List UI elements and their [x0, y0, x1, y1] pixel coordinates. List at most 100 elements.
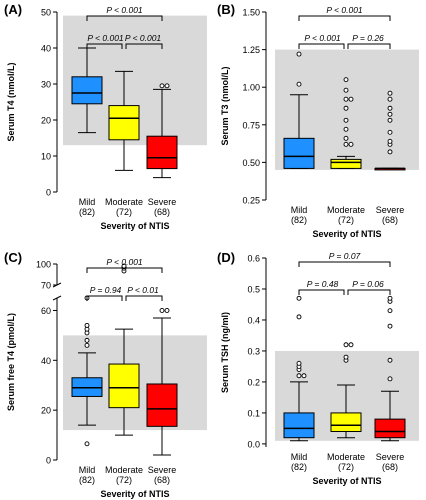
- x-tick-count: (82): [291, 215, 307, 225]
- comparison-bracket: [125, 43, 163, 49]
- outlier-point: [343, 135, 349, 141]
- box-severe: [146, 308, 178, 456]
- outlier-point: [296, 51, 302, 57]
- x-tick-count: (68): [382, 215, 398, 225]
- y-axis-title: Serum T4 (nmol/L): [6, 62, 16, 141]
- comparison-bracket: [125, 295, 163, 301]
- y-tick-label: 0.3: [247, 346, 260, 356]
- y-tick-label: 0.2: [247, 377, 260, 387]
- comparison-p-value: P = 0.26: [352, 33, 384, 43]
- outlier-point: [387, 111, 393, 117]
- comparison-p-value: P = 0.06: [352, 279, 384, 289]
- x-tick-count: (68): [382, 462, 398, 472]
- y-tick-label: 20: [41, 406, 51, 416]
- y-tick-label: 40: [41, 356, 51, 366]
- comparison-bracket: [347, 289, 391, 295]
- x-tick-label: Severe: [148, 197, 177, 207]
- comparison-p-value: P = 0.48: [307, 279, 339, 289]
- y-axis-title: Serum T3 (nmol/L): [220, 66, 230, 145]
- y-tick-label: 30: [41, 80, 51, 90]
- x-tick-count: (82): [79, 207, 95, 217]
- comparison-p-value: P = 0.07: [329, 251, 361, 261]
- x-axis-title: Severity of NTIS: [100, 221, 169, 231]
- outlier-point: [387, 376, 393, 382]
- outlier-point: [387, 357, 393, 363]
- iqr-box: [108, 105, 140, 141]
- x-tick-count: (82): [79, 475, 95, 485]
- comparison-p-value: P < 0.001: [87, 33, 124, 43]
- x-tick-label: Mild: [79, 197, 96, 207]
- outlier-point: [343, 117, 349, 123]
- comparison-p-value: P < 0.001: [106, 5, 143, 15]
- outlier-point: [84, 337, 90, 343]
- y-tick-label: 1.00: [242, 83, 260, 93]
- y-tick-label: 0.6: [247, 254, 260, 264]
- outlier-point: [159, 83, 165, 89]
- x-tick-count: (72): [116, 207, 132, 217]
- outlier-point: [387, 117, 393, 123]
- box-moderate: [330, 342, 362, 439]
- outlier-point: [84, 342, 90, 348]
- y-tick-label: 60: [41, 306, 51, 316]
- outlier-point: [387, 295, 393, 301]
- iqr-box: [71, 76, 103, 105]
- outlier-point: [343, 126, 349, 132]
- x-axis-title: Severity of NTIS: [312, 476, 381, 486]
- panel-label: (B): [217, 2, 235, 17]
- x-axis-title: Severity of NTIS: [312, 229, 381, 239]
- x-tick-label: Mild: [291, 452, 308, 462]
- outlier-point: [301, 373, 307, 379]
- iqr-box: [374, 418, 406, 439]
- panel-d: (D) 0.0 0.1 0.2 0.3 0.4 0.5 0.6 Serum TSH (ng/ml…: [217, 250, 419, 486]
- comparison-bracket: [86, 295, 123, 301]
- iqr-box: [146, 135, 178, 170]
- comparison-p-value: P < 0.001: [326, 5, 363, 15]
- box-mild: [283, 51, 315, 169]
- y-tick-label: 100: [36, 260, 51, 270]
- outlier-point: [387, 105, 393, 111]
- y-tick-label: 0: [46, 456, 51, 466]
- x-axis-title: Severity of NTIS: [100, 489, 169, 499]
- y-tick-label: 20: [41, 116, 51, 126]
- y-tick-label: 0.25: [242, 196, 260, 206]
- panel-label: (A): [4, 2, 22, 17]
- y-tick-label: 0.0: [247, 439, 260, 449]
- x-tick-count: (68): [154, 475, 170, 485]
- y-tick-label: 0.50: [242, 158, 260, 168]
- x-tick-count: (72): [338, 215, 354, 225]
- x-tick-label: Mild: [79, 465, 96, 475]
- y-tick-label: 70: [41, 281, 51, 291]
- outlier-point: [343, 141, 349, 147]
- comparison-p-value: P < 0.001: [125, 33, 162, 43]
- iqr-box: [283, 412, 315, 439]
- y-tick-label: 0.5: [247, 284, 260, 294]
- x-tick-count: (82): [291, 462, 307, 472]
- outlier-point: [84, 322, 90, 328]
- y-tick-label: 0: [46, 188, 51, 198]
- comparison-bracket: [86, 15, 163, 21]
- outlier-point: [387, 96, 393, 102]
- box-moderate: [330, 77, 362, 169]
- outlier-point: [296, 314, 302, 320]
- comparison-p-value: P = 0.94: [90, 285, 122, 295]
- outlier-point: [164, 83, 170, 89]
- outlier-point: [296, 81, 302, 87]
- comparison-bracket: [86, 43, 123, 49]
- outlier-point: [348, 342, 354, 348]
- box-severe: [374, 90, 406, 171]
- x-tick-label: Mild: [291, 205, 308, 215]
- iqr-box: [330, 412, 362, 433]
- outlier-point: [159, 308, 165, 313]
- outlier-point: [343, 77, 349, 83]
- iqr-box: [330, 158, 362, 169]
- x-tick-label: Moderate: [105, 197, 143, 207]
- comparison-bracket: [298, 289, 345, 295]
- box-moderate: [108, 70, 140, 171]
- outlier-point: [343, 96, 349, 102]
- box-severe: [146, 83, 178, 179]
- y-tick-label: 1.25: [242, 45, 260, 55]
- comparison-bracket: [298, 43, 345, 49]
- y-axis-title: Serum free T4 (pmol/L): [6, 313, 16, 411]
- outlier-point: [387, 138, 393, 144]
